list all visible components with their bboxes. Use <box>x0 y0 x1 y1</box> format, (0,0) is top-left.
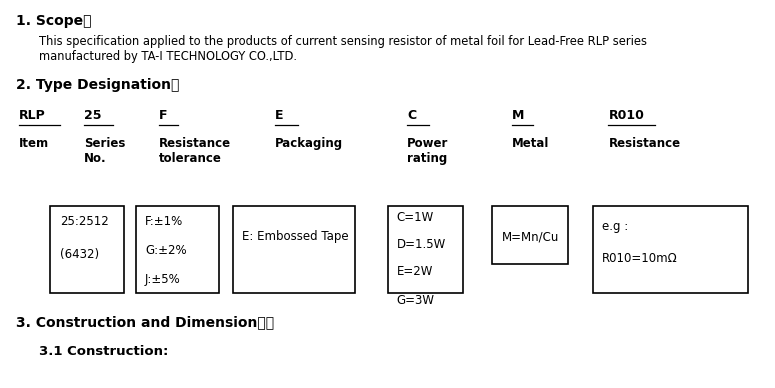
Text: e.g :: e.g : <box>602 220 629 234</box>
Text: (6432): (6432) <box>60 248 98 261</box>
Bar <box>593 206 748 293</box>
Bar <box>232 206 355 293</box>
Text: 1. Scope：: 1. Scope： <box>16 14 91 28</box>
Text: E: E <box>275 109 284 123</box>
Text: Item: Item <box>19 137 50 150</box>
Bar <box>492 206 568 264</box>
Text: 3.1 Construction:: 3.1 Construction: <box>39 345 168 359</box>
Text: Metal: Metal <box>512 137 549 150</box>
Text: G=3W: G=3W <box>397 294 435 307</box>
Text: 3. Construction and Dimension　：: 3. Construction and Dimension ： <box>16 315 274 329</box>
Text: Packaging: Packaging <box>275 137 343 150</box>
Text: M=Mn/Cu: M=Mn/Cu <box>501 230 559 243</box>
Text: R010: R010 <box>608 109 644 123</box>
Bar <box>50 206 124 293</box>
Bar <box>136 206 219 293</box>
Text: F:±1%: F:±1% <box>145 215 183 228</box>
Text: Resistance
tolerance: Resistance tolerance <box>159 137 231 165</box>
Text: Series
No.: Series No. <box>84 137 125 165</box>
Text: Power
rating: Power rating <box>407 137 448 165</box>
Text: 25: 25 <box>84 109 102 123</box>
Text: C=1W: C=1W <box>397 211 434 224</box>
Bar <box>388 206 463 293</box>
Text: D=1.5W: D=1.5W <box>397 238 446 251</box>
Text: E=2W: E=2W <box>397 265 433 278</box>
Text: This specification applied to the products of current sensing resistor of metal : This specification applied to the produc… <box>39 35 647 63</box>
Text: J:±5%: J:±5% <box>145 273 181 286</box>
Text: M: M <box>512 109 524 123</box>
Text: E: Embossed Tape: E: Embossed Tape <box>242 230 349 243</box>
Text: RLP: RLP <box>19 109 46 123</box>
Text: Resistance: Resistance <box>608 137 680 150</box>
Text: C: C <box>407 109 416 123</box>
Text: 2. Type Designation：: 2. Type Designation： <box>16 78 179 92</box>
Text: G:±2%: G:±2% <box>145 244 187 257</box>
Text: R010=10mΩ: R010=10mΩ <box>602 251 678 265</box>
Text: 25:2512: 25:2512 <box>60 215 108 228</box>
Text: F: F <box>159 109 167 123</box>
